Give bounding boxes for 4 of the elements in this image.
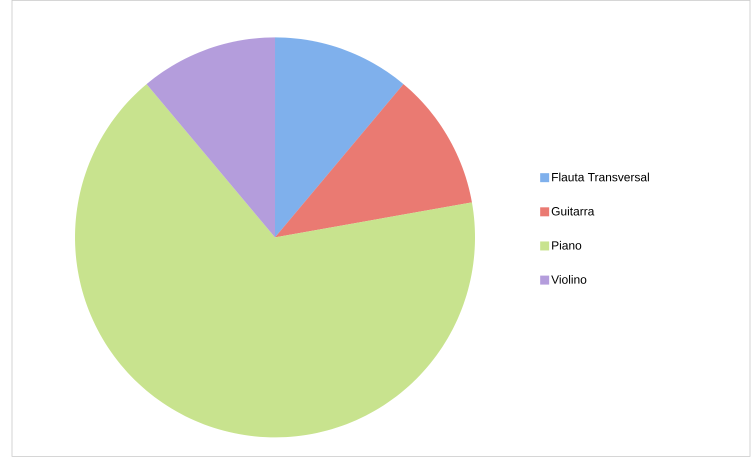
legend-label: Piano: [552, 240, 582, 250]
legend-label: Violino: [551, 274, 586, 284]
legend-label: Guitarra: [552, 206, 594, 216]
legend-label: Flauta Transversal: [552, 172, 649, 182]
